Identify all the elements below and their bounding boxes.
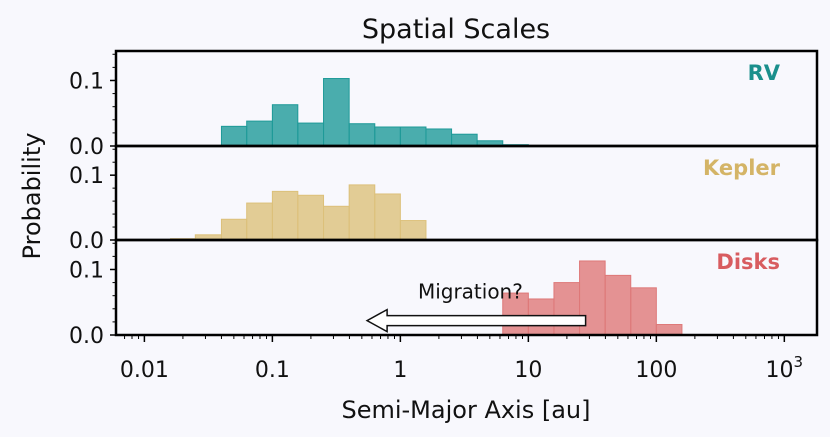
x-tick-label: 1: [393, 358, 407, 383]
chart-title: Spatial Scales: [362, 14, 550, 45]
histogram-bar: [399, 126, 427, 147]
histogram-bar: [451, 133, 478, 147]
histogram-bar: [374, 193, 401, 241]
x-tick-label: 10: [514, 358, 542, 383]
x-tick-label: 103: [766, 353, 804, 383]
migration-annotation: Migration?: [418, 280, 523, 304]
migration-arrow: [365, 308, 587, 333]
y-tick-label: 0.1: [69, 164, 104, 189]
histogram-bar: [630, 287, 657, 336]
panel-label: Kepler: [703, 156, 781, 180]
histogram-bar: [271, 104, 299, 147]
panels: 0.0 0.1 RV 0.0 0.1 Kepler Migration? 0.0 0.1 Disk…: [69, 49, 819, 349]
histogram-bar: [425, 128, 453, 147]
y-tick-label: 0.1: [69, 69, 104, 94]
x-axis: 0.01 0.1 1 10 100 103: [120, 335, 803, 383]
x-tick-exponent: 3: [794, 353, 804, 371]
y-tick-label: 0.0: [69, 229, 104, 254]
histogram-bar: [553, 282, 581, 336]
x-tick-label: 0.1: [255, 358, 290, 383]
histogram-bar: [348, 184, 376, 241]
histogram-bar: [220, 218, 248, 241]
x-tick-label: 0.01: [120, 358, 169, 383]
histogram-bar: [655, 324, 683, 336]
histogram-bar: [246, 202, 273, 241]
histogram-bar: [297, 194, 325, 241]
histogram-bar: [604, 274, 632, 336]
y-tick-label: 0.0: [69, 324, 104, 349]
y-tick-label: 0.1: [69, 258, 104, 283]
histogram-bar: [399, 220, 427, 241]
histogram-bar: [220, 125, 248, 147]
panel-frame: [114, 238, 819, 337]
histogram-bar: [323, 78, 350, 147]
x-tick-label: 100: [635, 358, 677, 383]
histogram-bar: [246, 120, 273, 147]
panel-label: RV: [748, 61, 781, 85]
histogram-bar: [348, 123, 376, 147]
panel-label: Disks: [716, 250, 780, 274]
histogram-bar: [271, 190, 299, 241]
panel-rv: 0.0 0.1 RV: [69, 49, 819, 160]
x-axis-label: Semi-Major Axis [au]: [341, 396, 590, 424]
histogram-bar: [323, 205, 350, 241]
panel-disks: Migration? 0.0 0.1 Disks: [69, 238, 819, 349]
histogram-bar: [374, 126, 401, 147]
histogram-bar: [297, 122, 325, 147]
panel-kepler: 0.0 0.1 Kepler: [69, 144, 819, 254]
y-tick-label: 0.0: [69, 135, 104, 160]
y-axis-label: Probability: [18, 133, 46, 260]
